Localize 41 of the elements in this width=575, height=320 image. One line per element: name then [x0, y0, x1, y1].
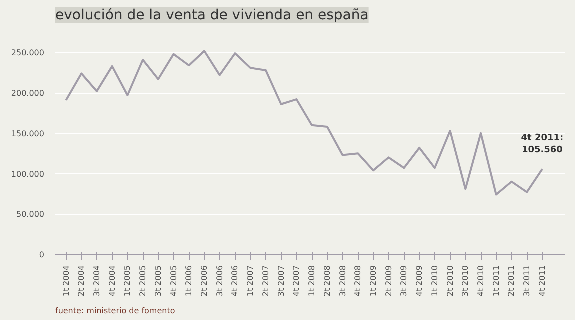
source-note: fuente: ministerio de fomento — [56, 306, 176, 316]
y-tick-label: 100.000 — [11, 170, 45, 179]
y-tick-label: 0 — [39, 250, 45, 260]
x-tick-label: 4t 2009 — [415, 265, 424, 297]
x-tick-label: 4t 2008 — [354, 265, 363, 297]
x-tick-label: 2t 2008 — [322, 265, 332, 297]
x-tick-label: 1t 2011 — [492, 265, 501, 297]
y-tick-label: 250.000 — [11, 48, 45, 58]
x-tick-label: 2t 2005 — [138, 265, 148, 297]
x-tick-label: 3t 2005 — [154, 265, 163, 297]
x-tick-label: 1t 2010 — [430, 265, 440, 297]
x-tick-label: 1t 2005 — [123, 265, 132, 297]
x-tick-label: 3t 2009 — [400, 265, 409, 297]
x-tick-label: 3t 2006 — [215, 265, 224, 297]
x-tick-label: 4t 2006 — [230, 265, 240, 297]
x-tick-label: 3t 2008 — [338, 265, 348, 297]
y-tick-label: 50.000 — [16, 210, 45, 220]
x-tick-label: 3t 2010 — [461, 265, 470, 297]
chart-title: evolución de la venta de vivienda en españa — [56, 8, 369, 24]
x-tick-label: 4t 2010 — [476, 265, 486, 297]
x-tick-label: 4t 2004 — [108, 265, 117, 297]
x-tick-label: 2t 2011 — [507, 265, 516, 297]
x-tick-label: 4t 2005 — [169, 265, 178, 297]
x-tick-label: 1t 2006 — [184, 265, 194, 297]
x-tick-label: 4t 2007 — [292, 265, 302, 297]
x-tick-label: 1t 2004 — [62, 265, 71, 297]
x-tick-label: 2t 2010 — [446, 265, 455, 297]
x-tick-label: 1t 2008 — [308, 265, 317, 297]
x-tick-label: 1t 2009 — [368, 265, 378, 297]
x-tick-label: 1t 2007 — [246, 265, 256, 297]
y-tick-label: 200.000 — [11, 89, 45, 98]
x-tick-label: 2t 2009 — [384, 265, 394, 297]
annotation: 4t 2011: 105.560 — [521, 133, 564, 156]
x-tick-label: 3t 2004 — [92, 265, 102, 297]
x-tick-label: 3t 2011 — [522, 265, 532, 297]
x-tick-label: 4t 2011 — [538, 265, 547, 297]
y-tick-label: 150.000 — [11, 129, 45, 138]
x-tick-label: 3t 2007 — [276, 265, 286, 297]
x-tick-label: 2t 2007 — [261, 265, 270, 297]
x-tick-label: 2t 2006 — [200, 265, 210, 297]
x-tick-label: 2t 2004 — [77, 265, 86, 297]
